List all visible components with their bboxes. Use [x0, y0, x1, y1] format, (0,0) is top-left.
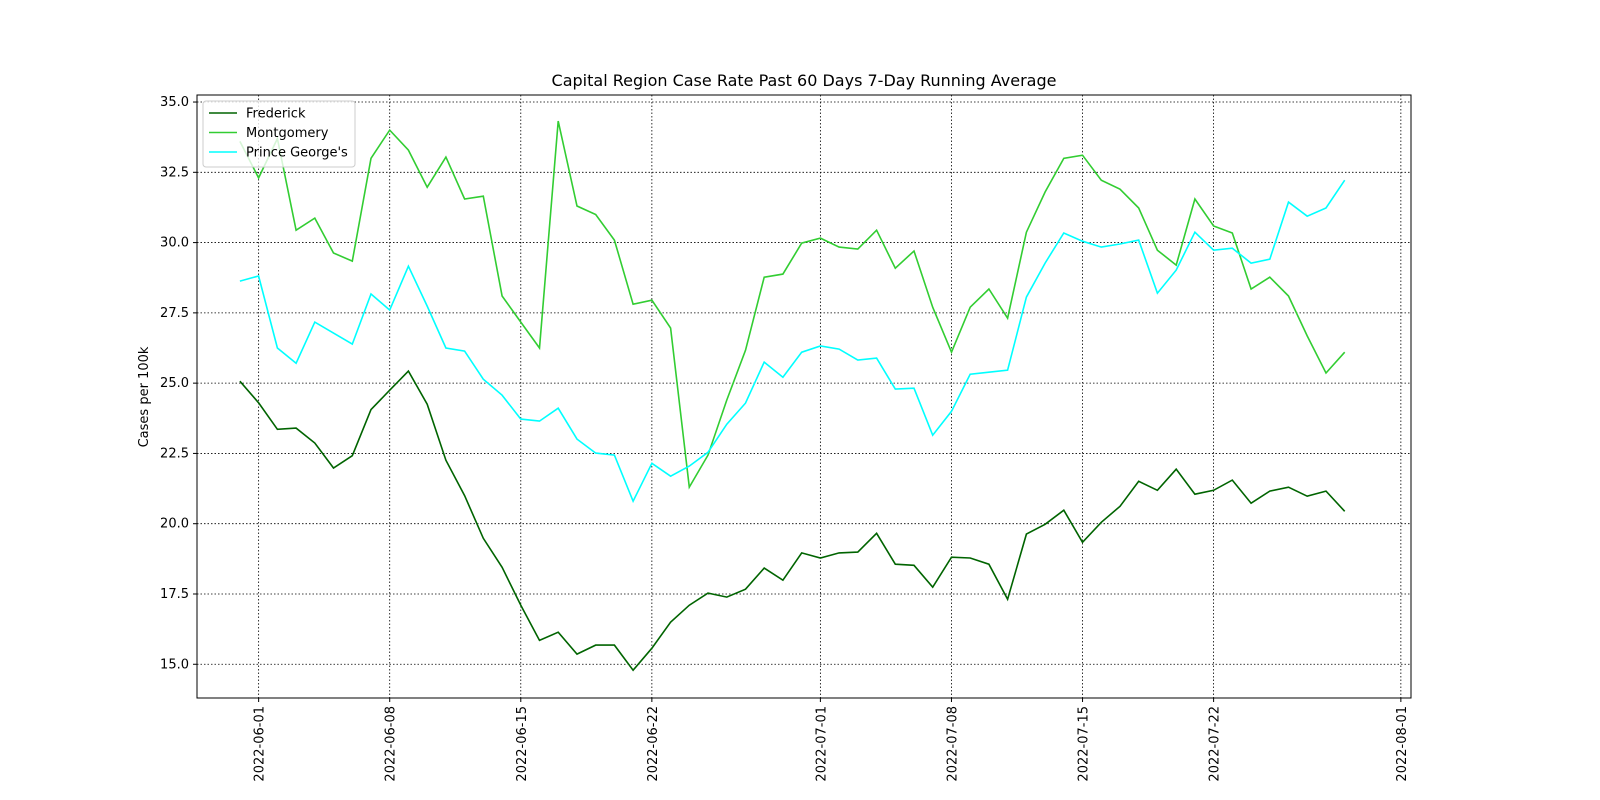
y-tick-label: 20.0	[160, 517, 189, 532]
legend-label: Montgomery	[246, 126, 329, 141]
y-tick-label: 17.5	[160, 587, 189, 602]
line-series	[239, 179, 1346, 504]
line-series	[239, 120, 1346, 490]
legend-label: Prince George's	[246, 146, 348, 161]
x-tick-label: 2022-06-15	[515, 706, 530, 782]
plot-frame	[196, 94, 1412, 699]
x-tick-label: 2022-06-22	[646, 706, 661, 782]
y-tick-label: 35.0	[160, 95, 189, 110]
y-tick-label: 25.0	[160, 376, 189, 391]
chart-title: Capital Region Case Rate Past 60 Days 7-…	[552, 71, 1057, 90]
y-tick-label: 27.5	[160, 306, 189, 321]
x-tick-label: 2022-08-01	[1395, 706, 1410, 782]
legend-box	[202, 100, 356, 168]
x-tick-label: 2022-07-15	[1077, 706, 1092, 782]
y-tick-label: 30.0	[160, 236, 189, 251]
x-tick-label: 2022-06-08	[384, 706, 399, 782]
legend-label: Frederick	[246, 107, 306, 122]
line-series	[239, 369, 1346, 672]
y-tick-label: 22.5	[160, 446, 189, 461]
x-tick-label: 2022-07-22	[1208, 706, 1223, 782]
y-tick-label: 15.0	[160, 657, 189, 672]
x-tick-label: 2022-06-01	[253, 706, 268, 782]
y-tick-label: 32.5	[160, 165, 189, 180]
x-tick-label: 2022-07-01	[814, 706, 829, 782]
y-axis-label: Cases per 100k	[137, 346, 152, 447]
x-tick-label: 2022-07-08	[945, 706, 960, 782]
